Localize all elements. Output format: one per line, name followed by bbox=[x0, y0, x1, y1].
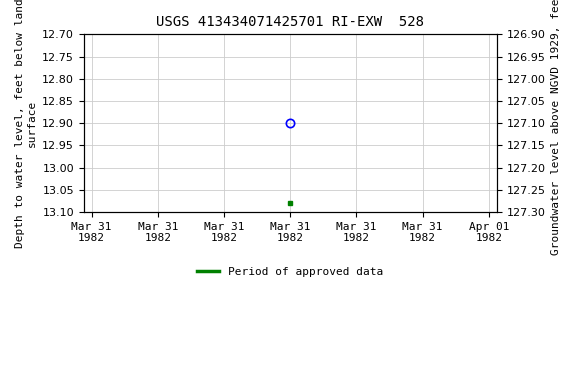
Title: USGS 413434071425701 RI-EXW  528: USGS 413434071425701 RI-EXW 528 bbox=[156, 15, 425, 29]
Legend: Period of approved data: Period of approved data bbox=[192, 262, 388, 281]
Y-axis label: Depth to water level, feet below land
surface: Depth to water level, feet below land su… bbox=[15, 0, 37, 248]
Y-axis label: Groundwater level above NGVD 1929, feet: Groundwater level above NGVD 1929, feet bbox=[551, 0, 561, 255]
